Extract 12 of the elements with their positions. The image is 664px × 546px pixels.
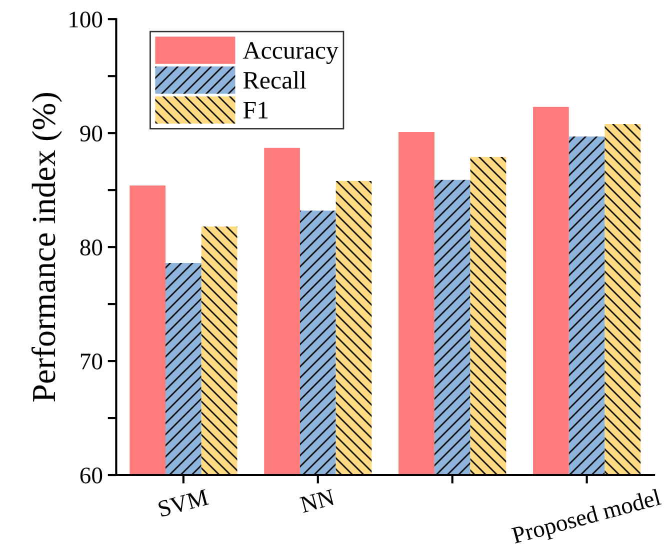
x-tick-label: SVM <box>158 489 210 518</box>
y-tick-label: 70 <box>80 354 102 370</box>
y-tick-label: 100 <box>70 12 102 28</box>
x-tick-label: NN <box>300 489 336 513</box>
legend-label: F1 <box>243 102 268 118</box>
y-axis-title: Performance index (%) <box>31 93 62 402</box>
legend-label: Recall <box>243 71 306 89</box>
legend-label: Accuracy <box>242 42 338 64</box>
x-tick-label: Proposed model <box>510 488 663 546</box>
y-tick-label: 80 <box>80 240 102 256</box>
y-tick-label: 60 <box>80 468 102 484</box>
y-tick-label: 90 <box>80 126 102 142</box>
